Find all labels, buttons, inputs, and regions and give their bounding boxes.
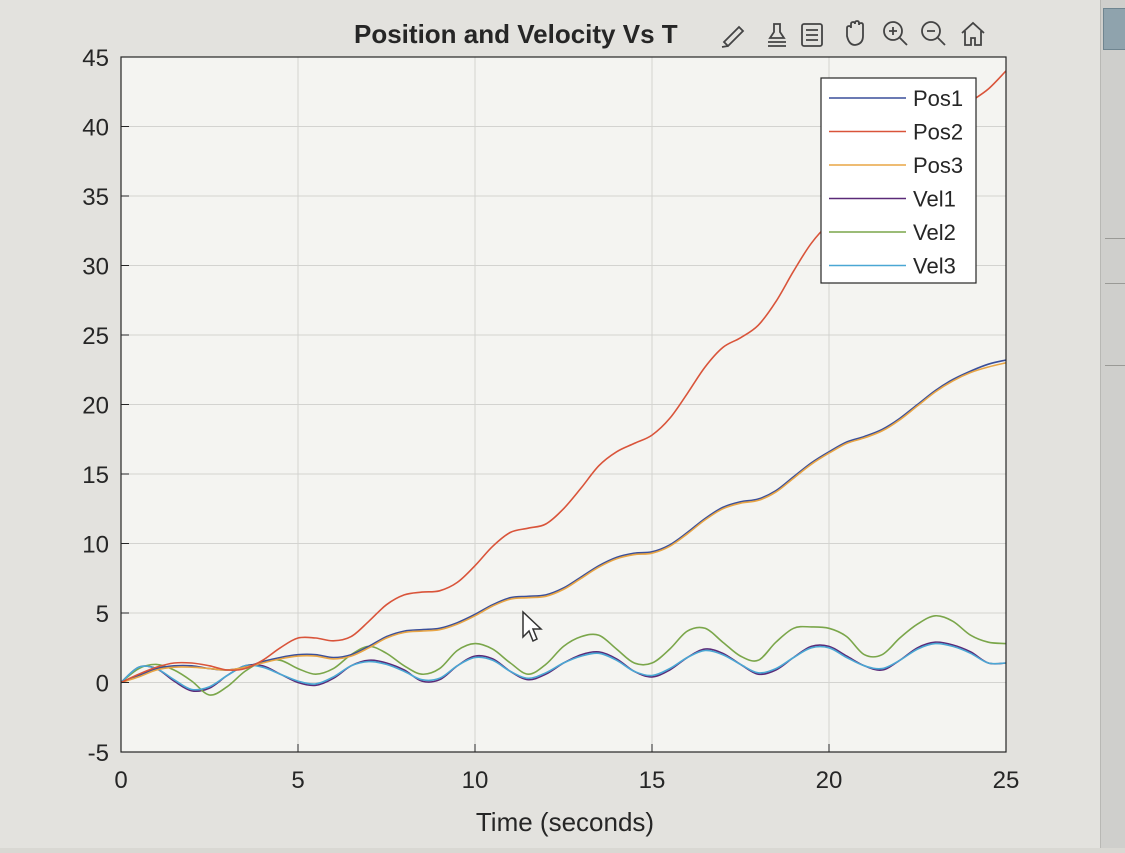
mouse-cursor-icon [522,610,543,643]
divider [1105,365,1125,366]
y-ticks: -5 0 5 10 15 20 25 30 35 40 45 [82,45,129,767]
brush-icon[interactable] [721,25,745,48]
x-ticks: 0 5 10 15 20 25 [114,744,1019,794]
zoom-out-icon[interactable] [921,21,946,46]
side-panel-tab[interactable] [1103,8,1125,50]
pan-icon[interactable] [846,20,864,46]
y-tick-label: 5 [96,601,109,628]
figure-window: 0 5 10 15 20 25 -5 0 5 10 15 20 25 30 35 40 45 Position… [0,0,1100,848]
divider [1105,238,1125,239]
x-tick-label: 25 [993,767,1020,794]
x-tick-label: 5 [291,767,304,794]
x-tick-label: 10 [462,767,489,794]
x-tick-label: 0 [114,767,127,794]
axes-toolbar [721,20,985,48]
divider [1105,283,1125,284]
legend[interactable]: Pos1 Pos2 Pos3 Vel1 Vel2 Vel3 [820,77,977,284]
x-tick-label: 20 [816,767,843,794]
y-tick-label: 25 [82,323,109,350]
x-axis-label: Time (seconds) [476,807,654,837]
home-icon[interactable] [961,21,985,46]
zoom-in-icon[interactable] [883,21,908,46]
y-tick-label: 15 [82,462,109,489]
y-tick-label: -5 [88,740,109,767]
legend-label-pos2: Pos2 [913,120,963,145]
y-tick-label: 10 [82,532,109,559]
legend-label-pos1: Pos1 [913,86,963,111]
grid [120,56,1007,753]
legend-label-vel2: Vel2 [913,220,956,245]
series-line-vel3 [121,642,1006,691]
y-tick-label: 0 [96,671,109,698]
chart-title: Position and Velocity Vs T [354,19,678,49]
x-tick-label: 15 [639,767,666,794]
y-tick-label: 35 [82,184,109,211]
legend-icon[interactable] [801,23,823,47]
y-tick-label: 40 [82,115,109,142]
series-group [121,70,1006,696]
legend-label-pos3: Pos3 [913,153,963,178]
y-tick-label: 45 [82,45,109,72]
data-tips-icon[interactable] [768,23,786,47]
series-line-pos1 [121,359,1006,684]
side-panel-edge [1100,0,1125,848]
y-tick-label: 20 [82,393,109,420]
y-tick-label: 30 [82,254,109,281]
legend-box [820,77,977,284]
series-line-pos3 [121,362,1006,684]
legend-label-vel1: Vel1 [913,187,956,212]
legend-label-vel3: Vel3 [913,254,956,279]
